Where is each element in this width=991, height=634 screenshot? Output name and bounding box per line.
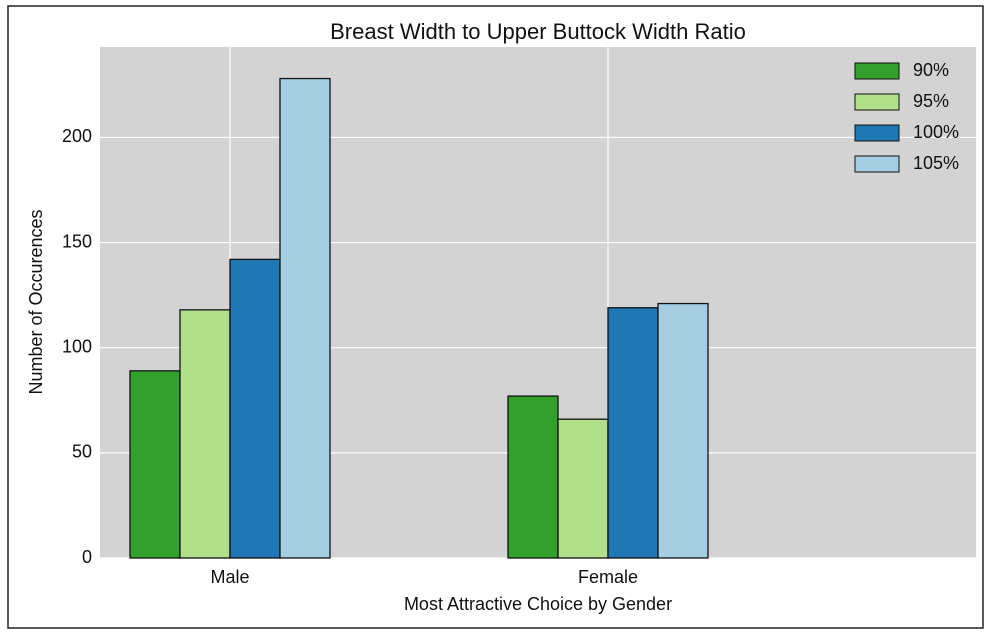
y-axis-label: Number of Occurences (26, 209, 46, 394)
y-tick-label: 0 (82, 547, 92, 567)
bar (557, 418, 609, 559)
legend-swatch (854, 93, 900, 111)
x-axis-label: Most Attractive Choice by Gender (404, 594, 672, 614)
legend-label: 105% (913, 153, 959, 173)
y-tick-label: 200 (62, 126, 92, 146)
y-tick-label: 100 (62, 336, 92, 356)
bar (229, 258, 281, 559)
bar (129, 370, 181, 559)
bar (607, 307, 659, 559)
x-tick-label: Male (210, 567, 249, 587)
y-tick-label: 150 (62, 231, 92, 251)
y-tick-label: 50 (72, 442, 92, 462)
legend-label: 100% (913, 122, 959, 142)
legend-swatch (854, 62, 900, 80)
bar (657, 302, 709, 559)
legend-swatch (854, 155, 900, 173)
legend-label: 90% (913, 60, 949, 80)
bar (279, 77, 331, 559)
bar (507, 395, 559, 559)
legend-label: 95% (913, 91, 949, 111)
chart-title: Breast Width to Upper Buttock Width Rati… (330, 19, 746, 44)
bar (179, 309, 231, 559)
legend-swatch (854, 124, 900, 142)
x-tick-label: Female (578, 567, 638, 587)
